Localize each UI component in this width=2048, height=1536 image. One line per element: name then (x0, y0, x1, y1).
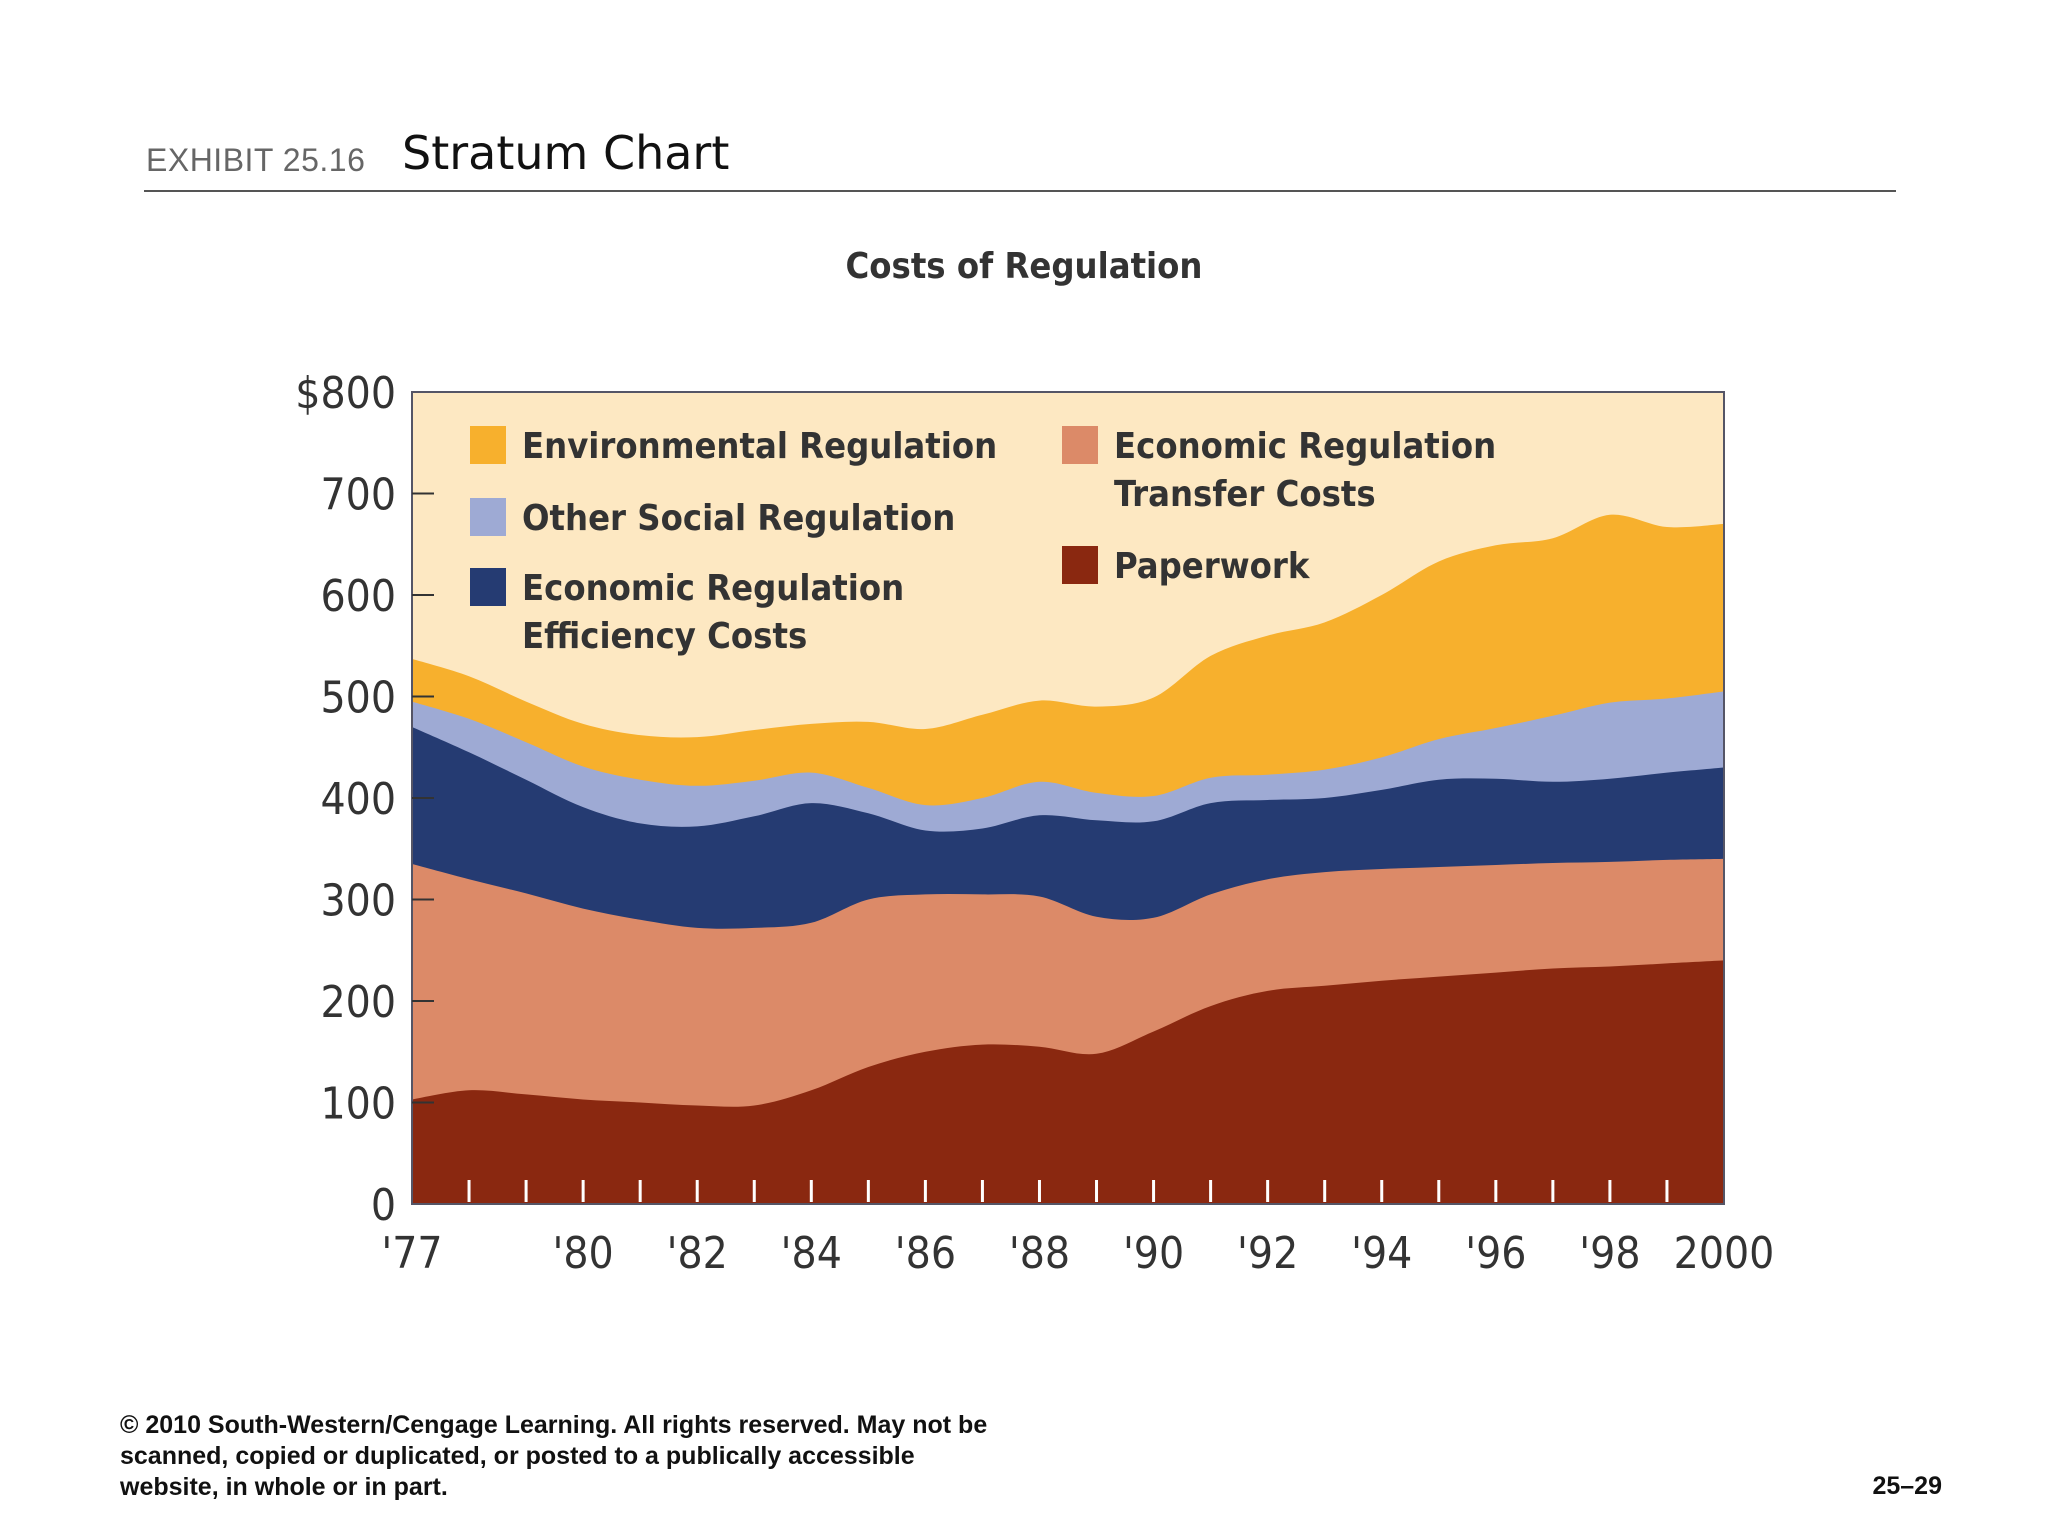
legend-swatch-other-social-regulation (470, 498, 506, 536)
x-tick-label: '86 (895, 1228, 956, 1279)
x-tick-label: '80 (553, 1228, 614, 1279)
x-tick-label: '94 (1351, 1228, 1412, 1279)
axes: 0 100 200 300 400 500 600 700 $800 '77 '80 '82 '84 '8… (295, 368, 1774, 1279)
legend-label-environmental-regulation: Environmental Regulation (522, 426, 997, 467)
y-tick-label: $800 (295, 368, 396, 419)
legend-label-other-social-regulation: Other Social Regulation (522, 498, 955, 539)
slide-header: EXHIBIT 25.16 Stratum Chart (144, 126, 1896, 192)
exhibit-label: EXHIBIT 25.16 (146, 142, 366, 178)
y-tick-label: 600 (320, 571, 396, 622)
slide-title: Stratum Chart (402, 126, 730, 180)
legend-label-economic-regulation-transfer-costs: Economic Regulation Transfer Costs (1114, 426, 1496, 515)
x-tick-label: '88 (1009, 1228, 1070, 1279)
copyright-line: website, in whole or in part. (120, 1473, 448, 1501)
legend-swatch-economic-regulation-efficiency-costs (470, 568, 506, 606)
legend-swatch-economic-regulation-transfer-costs (1062, 426, 1098, 464)
x-tick-label: '92 (1237, 1228, 1298, 1279)
x-tick-label: '77 (381, 1228, 442, 1279)
legend-swatch-paperwork (1062, 546, 1098, 584)
page-number: 25–29 (1872, 1472, 1942, 1500)
area-paperwork (412, 960, 1724, 1204)
copyright-line: scanned, copied or duplicated, or posted… (120, 1442, 915, 1470)
y-tick-label: 100 (320, 1079, 396, 1130)
x-tick-label: '96 (1465, 1228, 1526, 1279)
y-tick-label: 0 (371, 1180, 396, 1231)
y-tick-label: 300 (320, 876, 396, 927)
chart-title: Costs of Regulation (845, 246, 1203, 287)
x-tick-label: '90 (1123, 1228, 1184, 1279)
x-tick-label: '84 (781, 1228, 842, 1279)
y-tick-label: 500 (320, 673, 396, 724)
legend-label-paperwork: Paperwork (1114, 546, 1311, 587)
x-tick-label: 2000 (1674, 1228, 1775, 1279)
y-tick-label: 400 (320, 774, 396, 825)
legend-label-economic-regulation-efficiency-costs: Economic Regulation Efficiency Costs (522, 568, 904, 657)
x-tick-label: '82 (667, 1228, 728, 1279)
legend-swatch-environmental-regulation (470, 426, 506, 464)
y-tick-label: 700 (320, 470, 396, 521)
x-tick-label: '98 (1579, 1228, 1640, 1279)
legend: Environmental Regulation Other Social Reg… (470, 426, 1496, 657)
copyright-line: © 2010 South-Western/Cengage Learning. A… (120, 1411, 988, 1439)
copyright-notice: © 2010 South-Western/Cengage Learning. A… (120, 1410, 1080, 1503)
y-tick-label: 200 (320, 977, 396, 1028)
area-layers (412, 514, 1724, 1204)
